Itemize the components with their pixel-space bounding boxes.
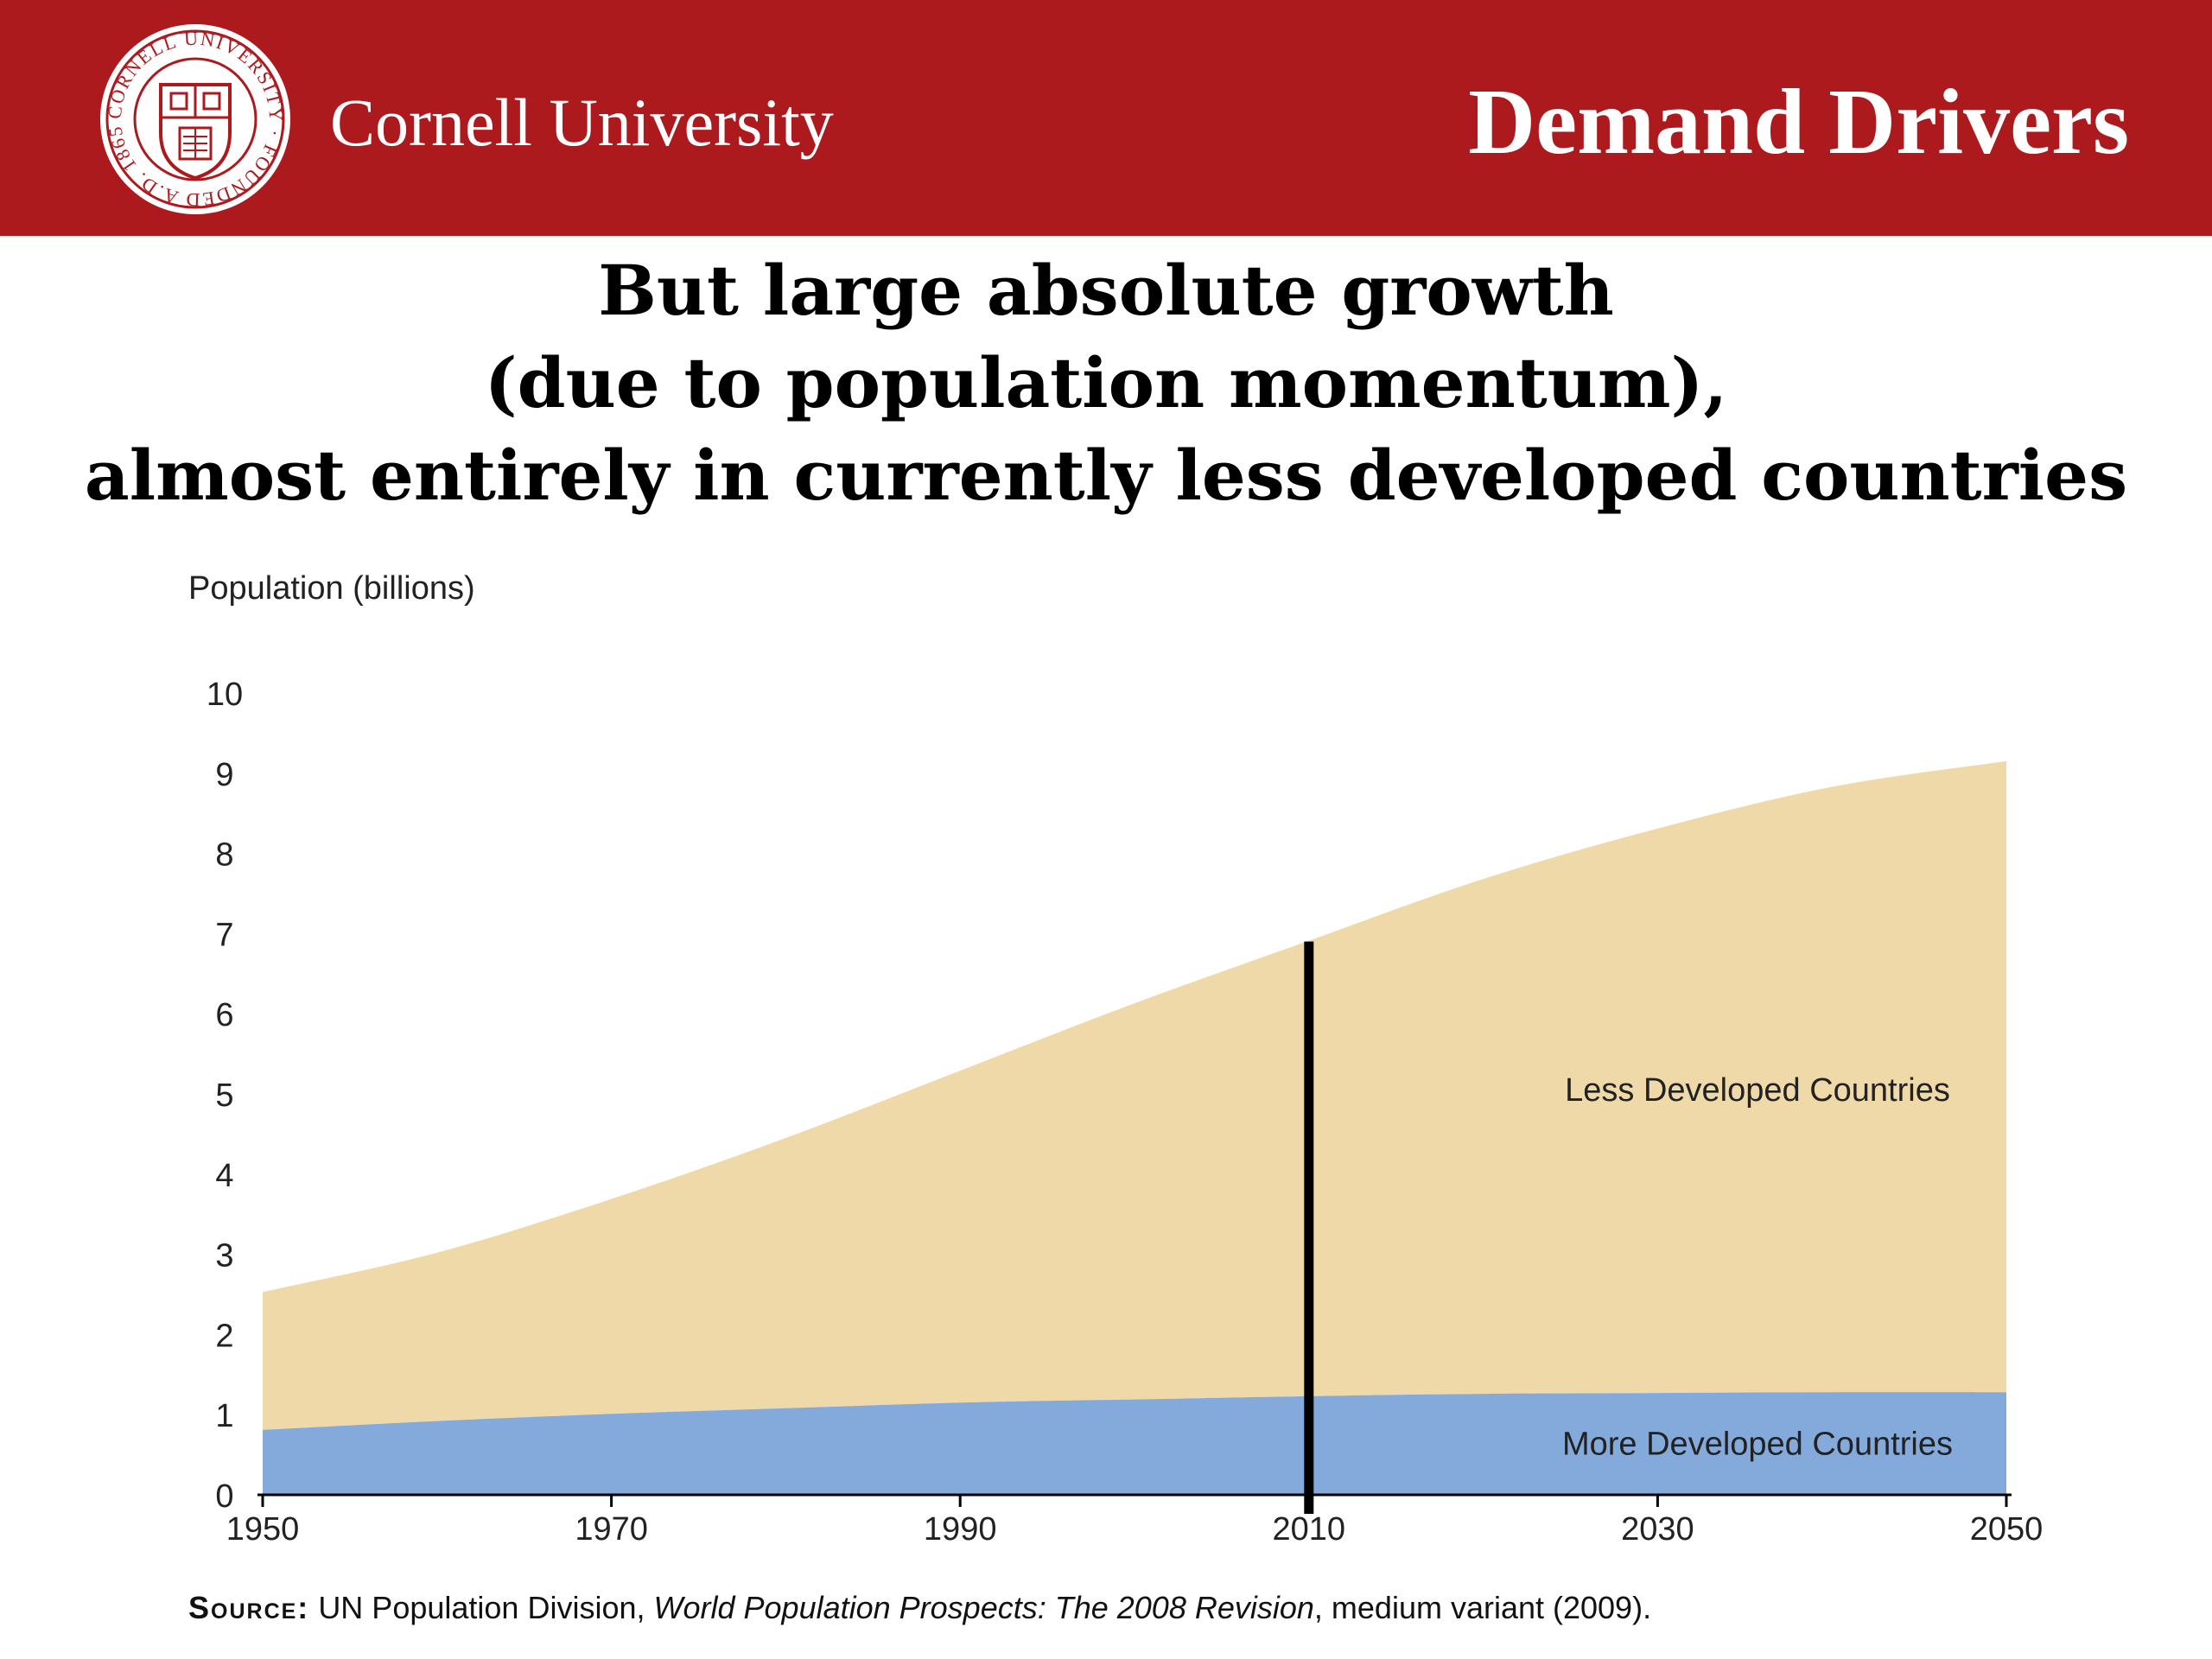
y-tick-label: 10 <box>207 677 243 713</box>
heading-line-1: But large absolute growth <box>598 250 1614 331</box>
area-less-developed-countries <box>263 760 2006 1430</box>
cornell-seal-logo: CORNELL UNIVERSITY · FOUNDED A.D. 1865 · <box>97 21 290 214</box>
series-label: More Developed Countries <box>1562 1427 1953 1463</box>
chart-areas <box>263 760 2006 1495</box>
section-title: Demand Drivers <box>1468 71 2129 174</box>
x-tick-label: 1970 <box>575 1511 648 1548</box>
x-tick-label: 1990 <box>924 1511 997 1548</box>
source-text-after: , medium variant (2009). <box>1313 1590 1652 1625</box>
source-text-before: UN Population Division, <box>318 1590 654 1625</box>
x-tick-label: 2050 <box>1970 1511 2044 1548</box>
x-tick-label: 2030 <box>1621 1511 1694 1548</box>
university-name: Cornell University <box>330 85 834 160</box>
chart-axes: 1950 1970 1990 2010 2030 2050 0 1 2 3 4 5 6 7 8 9 10 Popu… <box>188 570 2043 1548</box>
slide-heading: But large absolute growth (due to popula… <box>0 245 2212 522</box>
heading-line-2: (due to population momentum), <box>484 342 1728 423</box>
header-bar: CORNELL UNIVERSITY · FOUNDED A.D. 1865 ·… <box>0 0 2212 236</box>
source-label: Source: <box>188 1590 310 1625</box>
heading-line-3: almost entirely in currently less develo… <box>84 435 2128 516</box>
chart-labels: More Developed Countries Less Developed C… <box>1304 941 1953 1514</box>
x-tick-label: 1950 <box>226 1511 300 1548</box>
y-tick-label: 7 <box>215 917 233 953</box>
y-tick-label: 0 <box>215 1478 233 1515</box>
area-more-developed-countries <box>263 1392 2006 1495</box>
y-axis-title: Population (billions) <box>188 570 475 607</box>
y-tick-label: 3 <box>215 1238 233 1274</box>
source-note: Source: UN Population Division, World Po… <box>188 1590 1651 1626</box>
x-tick-label: 2010 <box>1273 1511 1346 1548</box>
y-tick-label: 9 <box>215 757 233 793</box>
y-tick-label: 6 <box>215 997 233 1033</box>
population-area-chart: 1950 1970 1990 2010 2030 2050 0 1 2 3 4 5 6 7 8 9 10 Popu… <box>188 570 2043 1548</box>
y-tick-label: 1 <box>215 1398 233 1434</box>
source-title: World Population Prospects: The 2008 Rev… <box>653 1590 1314 1625</box>
y-tick-label: 8 <box>215 837 233 874</box>
y-tick-label: 2 <box>215 1318 233 1354</box>
y-tick-label: 4 <box>215 1158 233 1194</box>
series-label: Less Developed Countries <box>1565 1072 1950 1109</box>
y-tick-label: 5 <box>215 1077 233 1114</box>
